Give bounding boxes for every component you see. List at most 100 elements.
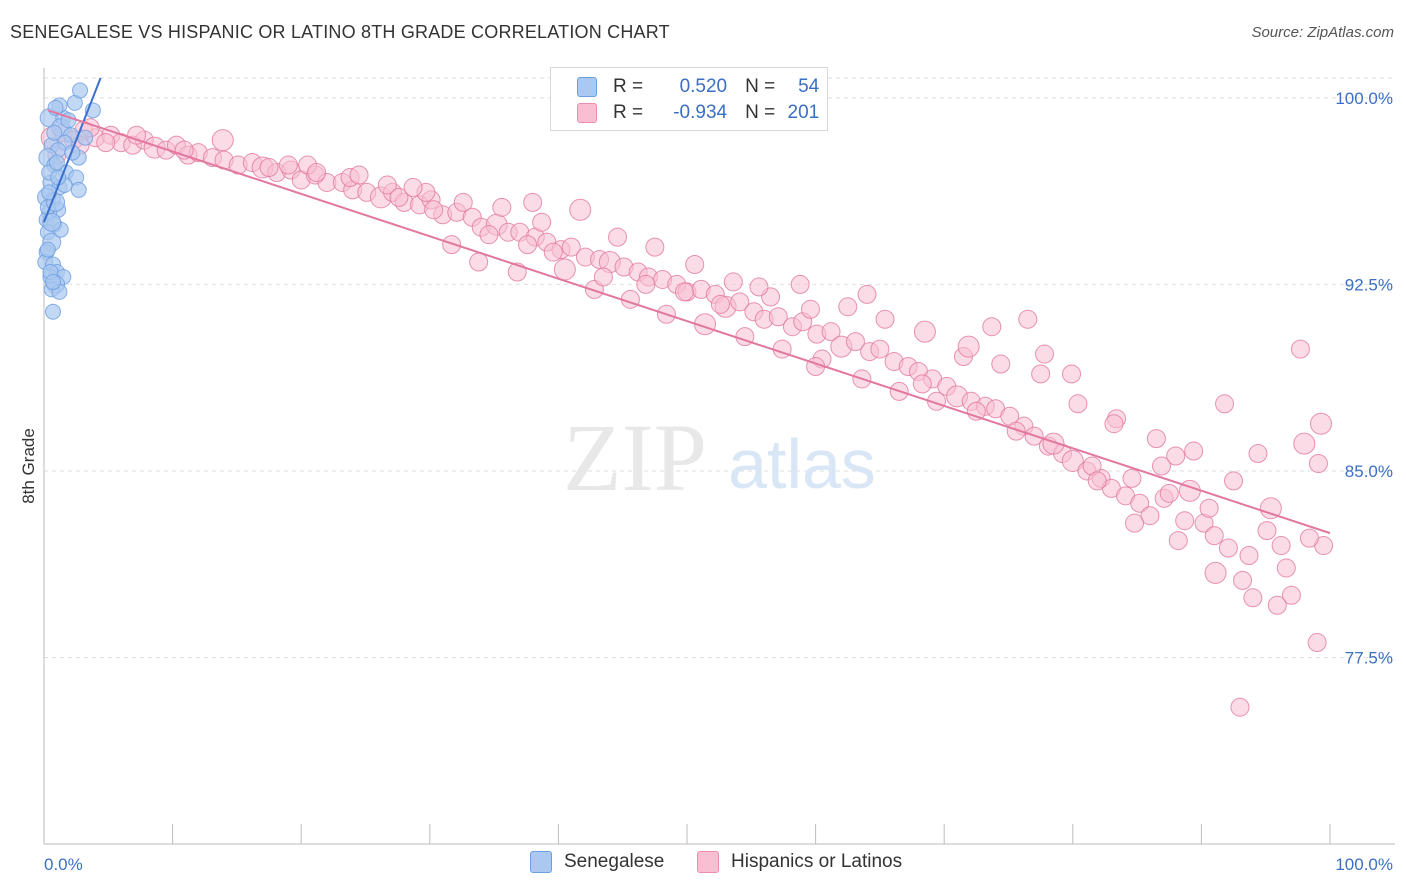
point-senegalese xyxy=(45,273,62,290)
legend-row-hispanics: R = -0.934 N = 201 xyxy=(551,100,819,126)
point-hispanics xyxy=(1122,468,1142,488)
point-hispanics xyxy=(307,163,327,183)
y-tick-label: 100.0% xyxy=(1335,89,1393,108)
point-hispanics xyxy=(127,125,147,145)
point-hispanics xyxy=(1248,444,1268,464)
point-hispanics xyxy=(857,284,877,304)
point-hispanics xyxy=(645,237,665,257)
point-hispanics xyxy=(1271,536,1291,556)
point-hispanics xyxy=(608,227,628,247)
point-hispanics xyxy=(553,258,576,281)
point-hispanics xyxy=(1199,498,1219,518)
point-hispanics xyxy=(453,192,473,212)
legend-swatch-hispanics xyxy=(697,851,719,873)
point-hispanics xyxy=(1276,558,1296,578)
point-hispanics xyxy=(403,177,423,197)
watermark-atlas: atlas xyxy=(728,425,876,503)
watermark: ZIP atlas xyxy=(563,404,876,511)
point-hispanics xyxy=(1152,456,1172,476)
point-senegalese xyxy=(70,181,87,198)
y-tick-label: 77.5% xyxy=(1345,648,1393,667)
point-hispanics xyxy=(1233,570,1253,590)
r-label: R = xyxy=(613,76,644,97)
point-hispanics xyxy=(1299,528,1319,548)
point-hispanics xyxy=(870,339,890,359)
point-hispanics xyxy=(1125,513,1145,533)
point-hispanics xyxy=(685,255,705,275)
point-hispanics xyxy=(389,187,409,207)
point-hispanics xyxy=(1062,364,1082,384)
source-label: Source: ZipAtlas.com xyxy=(1251,24,1394,41)
point-hispanics xyxy=(211,129,234,152)
y-tick-label: 92.5% xyxy=(1345,275,1393,294)
point-senegalese xyxy=(72,82,89,99)
trend-lines xyxy=(43,77,1331,535)
y-axis-label: 8th Grade xyxy=(19,428,38,504)
trend-line-senegalese xyxy=(43,77,102,223)
point-hispanics xyxy=(674,282,694,302)
point-hispanics xyxy=(1243,588,1263,608)
x-tick-label: 100.0% xyxy=(1335,855,1393,874)
point-hispanics xyxy=(723,272,743,292)
point-hispanics xyxy=(1140,506,1160,526)
x-tick-label: 0.0% xyxy=(44,855,83,874)
point-hispanics xyxy=(1204,561,1227,584)
point-hispanics xyxy=(838,297,858,317)
point-senegalese xyxy=(42,212,62,232)
point-hispanics xyxy=(1281,585,1301,605)
point-hispanics xyxy=(636,274,656,294)
r-value: 0.520 xyxy=(679,76,728,97)
point-hispanics xyxy=(1307,633,1327,653)
legend-item-senegalese[interactable]: Senegalese xyxy=(530,851,664,873)
point-hispanics xyxy=(845,332,865,352)
legend-label: Hispanics or Latinos xyxy=(731,851,903,872)
stats-legend: R = 0.520 N = 54 R = -0.934 N = 201 xyxy=(550,67,828,131)
n-value: 54 xyxy=(798,76,820,97)
data-points xyxy=(37,82,1334,717)
point-senegalese xyxy=(45,303,62,320)
point-hispanics xyxy=(278,155,298,175)
point-hispanics xyxy=(532,212,552,232)
point-hispanics xyxy=(569,198,592,221)
point-hispanics xyxy=(991,354,1011,374)
point-hispanics xyxy=(1218,538,1238,558)
point-hispanics xyxy=(912,374,932,394)
point-senegalese xyxy=(39,241,56,258)
point-hispanics xyxy=(800,299,820,319)
point-hispanics xyxy=(1068,394,1088,414)
point-hispanics xyxy=(710,294,730,314)
point-hispanics xyxy=(957,335,980,358)
legend-swatch-senegalese xyxy=(530,851,552,873)
series-legend: Senegalese Hispanics or Latinos xyxy=(0,851,1406,879)
point-hispanics xyxy=(259,158,279,178)
point-hispanics xyxy=(469,252,489,272)
point-hispanics xyxy=(790,274,810,294)
point-senegalese xyxy=(48,154,65,171)
point-hispanics xyxy=(982,317,1002,337)
point-hispanics xyxy=(1130,493,1150,513)
point-hispanics xyxy=(730,292,750,312)
y-tick-label: 85.0% xyxy=(1345,462,1393,481)
point-hispanics xyxy=(518,235,538,255)
point-hispanics xyxy=(1290,339,1310,359)
point-hispanics xyxy=(1061,450,1084,472)
point-hispanics xyxy=(749,277,769,297)
point-hispanics xyxy=(96,133,116,153)
point-hispanics xyxy=(1184,441,1204,461)
point-hispanics xyxy=(593,267,613,287)
n-label: N = xyxy=(745,102,776,123)
point-hispanics xyxy=(1224,471,1244,491)
point-hispanics xyxy=(1042,432,1065,455)
point-hispanics xyxy=(768,307,788,327)
point-hispanics xyxy=(1309,412,1332,435)
point-hispanics xyxy=(875,309,895,329)
legend-item-hispanics[interactable]: Hispanics or Latinos xyxy=(697,851,902,873)
point-hispanics xyxy=(1239,546,1259,566)
n-value: 201 xyxy=(787,102,820,123)
legend-label: Senegalese xyxy=(564,851,665,872)
legend-row-senegalese: R = 0.520 N = 54 xyxy=(551,74,819,100)
point-hispanics xyxy=(1257,521,1277,541)
point-senegalese xyxy=(46,124,63,141)
point-hispanics xyxy=(1166,446,1186,466)
